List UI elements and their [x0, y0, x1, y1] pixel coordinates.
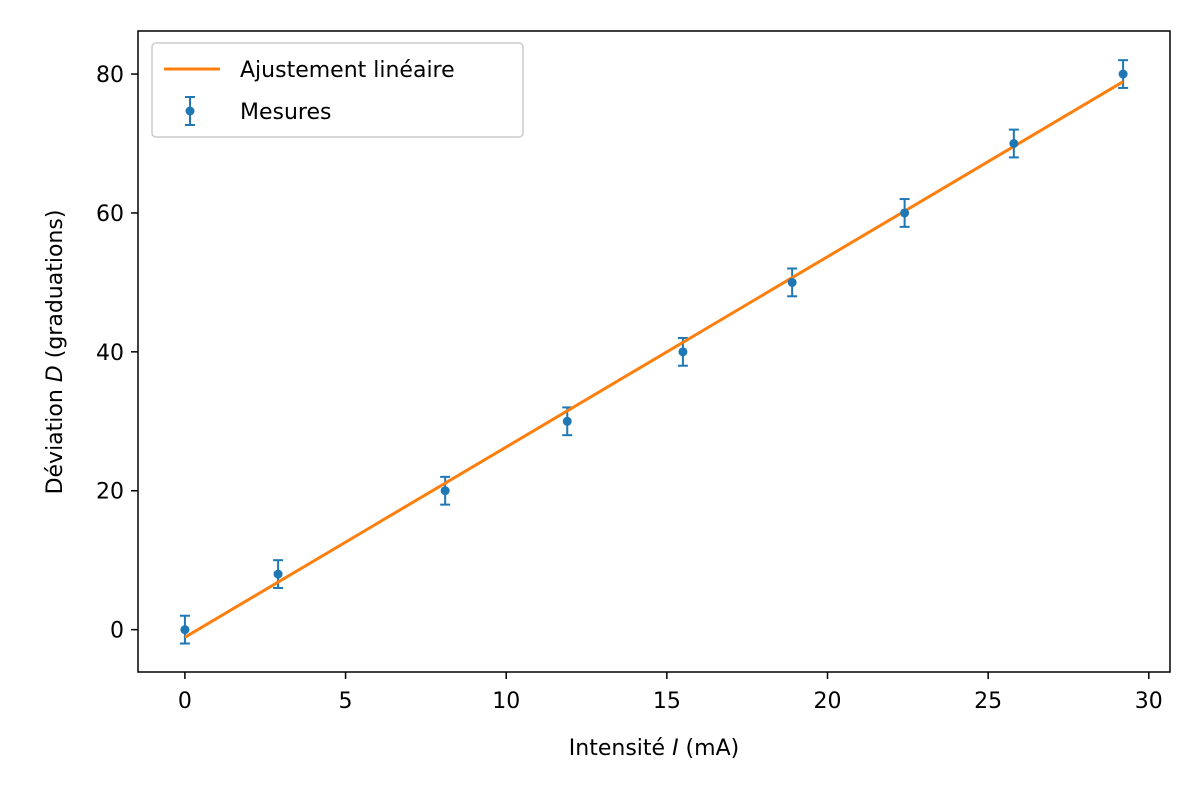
y-tick-label: 80: [96, 63, 124, 88]
y-axis-label: Déviation D (graduations): [43, 210, 68, 495]
x-tick-label: 5: [339, 689, 353, 714]
y-tick-label: 20: [96, 480, 124, 505]
x-axis-label: Intensité I (mA): [569, 736, 739, 761]
y-tick-label: 60: [96, 202, 124, 227]
data-point: [1118, 69, 1128, 79]
data-point: [273, 569, 283, 579]
data-point: [440, 486, 450, 496]
y-tick-label: 0: [110, 619, 124, 644]
x-tick-label: 0: [178, 689, 192, 714]
legend-point-marker: [185, 106, 195, 116]
legend: Ajustement linéaire Mesures: [151, 42, 524, 138]
legend-measures-label: Mesures: [240, 100, 331, 125]
data-point: [900, 208, 910, 218]
data-point: [787, 277, 797, 287]
data-point: [180, 625, 190, 635]
legend-fit-label: Ajustement linéaire: [240, 58, 455, 83]
x-tick-label: 30: [1135, 689, 1163, 714]
x-tick-label: 20: [813, 689, 841, 714]
plot-area: [138, 31, 1170, 672]
fit-line: [184, 80, 1124, 639]
data-point: [1009, 139, 1019, 149]
data-point: [562, 416, 572, 426]
y-tick-label: 40: [96, 341, 124, 366]
plot-frame: [137, 30, 1171, 673]
x-tick-label: 15: [653, 689, 681, 714]
y-axis-ticks: 0 20 40 60 80: [96, 63, 138, 644]
x-axis-ticks: 0 5 10 15 20 25 30: [178, 672, 1163, 714]
legend-frame: [151, 42, 524, 138]
legend-measures-swatch: [185, 96, 195, 126]
chart-marks: [179, 59, 1129, 645]
x-tick-label: 25: [974, 689, 1002, 714]
data-point: [678, 347, 688, 357]
x-tick-label: 10: [492, 689, 520, 714]
